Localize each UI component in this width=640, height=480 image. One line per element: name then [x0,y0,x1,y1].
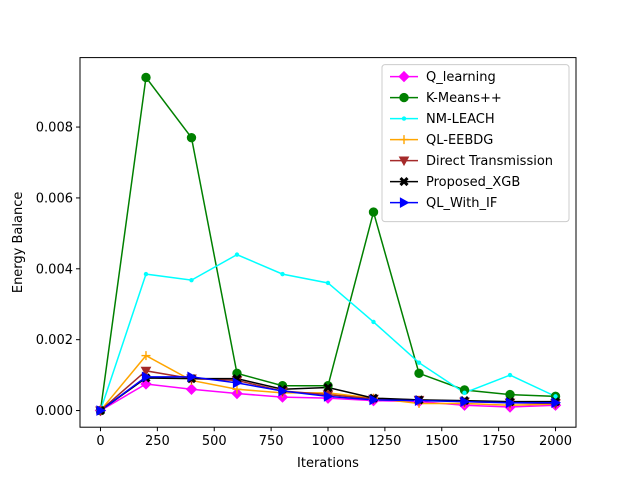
legend-marker [398,156,410,167]
data-point-ql-with-if [551,397,562,409]
legend-label: K-Means++ [426,91,502,106]
x-tick-label: 0 [96,434,104,449]
data-point-ql-with-if [460,396,471,408]
data-point-k-means- [505,389,515,400]
data-point-ql-eebdg [232,384,242,394]
y-tick-label: 0.002 [36,333,73,348]
x-tick-label: 1000 [311,434,344,449]
data-point-k-means- [414,368,424,379]
x-tick-label: 1500 [425,434,458,449]
legend-item-direct-transmission: Direct Transmission [390,154,553,169]
data-point-ql-with-if [278,385,289,397]
legend-item-ql-eebdg: QL-EEBDG [390,133,493,148]
data-point-ql-with-if [323,391,334,402]
y-tick-label: 0.006 [36,191,73,206]
legend-label: Direct Transmission [426,154,553,169]
data-point-q-learning [185,383,198,395]
data-point-ql-with-if [369,394,380,406]
legend-item-nm-leach: NM-LEACH [390,112,495,127]
data-point-ql-with-if [414,395,425,406]
legend-label: QL-EEBDG [426,133,493,148]
y-tick-label: 0.000 [36,404,73,419]
y-tick-label: 0.008 [36,121,73,136]
data-point-nm-leach [325,280,331,286]
data-point-k-means- [141,72,151,83]
data-point-nm-leach [143,271,149,277]
y-axis-label: Energy Balance [11,192,26,294]
data-point-nm-leach [462,390,467,396]
legend-box [381,64,570,223]
data-point-ql-with-if [96,405,107,416]
legend-marker [399,92,409,103]
legend-marker [399,197,410,208]
legend-marker [401,116,407,121]
data-point-ql-with-if [232,377,243,389]
x-tick-label: 2000 [539,434,572,449]
legend-item-proposed-xgb: Proposed_XGB [390,175,520,190]
data-point-proposed-xgb [323,382,333,393]
data-point-ql-with-if [505,397,516,409]
legend-label: QL_With_IF [426,196,497,211]
x-axis-label: Iterations [297,456,359,471]
legend-item-q-learning: Q_learning [390,70,496,85]
data-point-ql-eebdg [141,351,151,361]
x-tick-label: 250 [145,434,170,449]
legend-marker [398,70,410,83]
data-point-nm-leach [553,394,558,399]
legend-item-k-means-: K-Means++ [390,91,502,106]
data-point-nm-leach [280,271,285,277]
x-tick-label: 1750 [482,434,515,449]
data-point-k-means- [368,207,379,217]
legend-marker [399,177,409,187]
x-tick-label: 500 [202,434,227,449]
data-point-nm-leach [416,360,422,365]
data-point-nm-leach [371,319,376,325]
legend-item-ql-with-if: QL_With_IF [390,196,497,211]
y-tick-label: 0.004 [36,262,73,277]
data-point-ql-with-if [187,371,198,383]
legend: Q_learning K-Means++ NM-LEACH QL-EEBDG Direc… [381,64,570,223]
data-point-nm-leach [507,372,513,378]
legend-label: Proposed_XGB [426,175,520,190]
data-point-ql-with-if [141,371,152,383]
x-tick-label: 750 [259,434,284,449]
legend-label: NM-LEACH [426,112,495,127]
data-point-nm-leach [189,277,194,283]
x-tick-label: 1250 [368,434,401,449]
legend-label: Q_learning [426,70,496,85]
data-point-k-means- [186,132,197,143]
data-point-nm-leach [234,252,240,257]
legend-marker [399,135,409,145]
data-point-direct-transmission [140,366,152,377]
